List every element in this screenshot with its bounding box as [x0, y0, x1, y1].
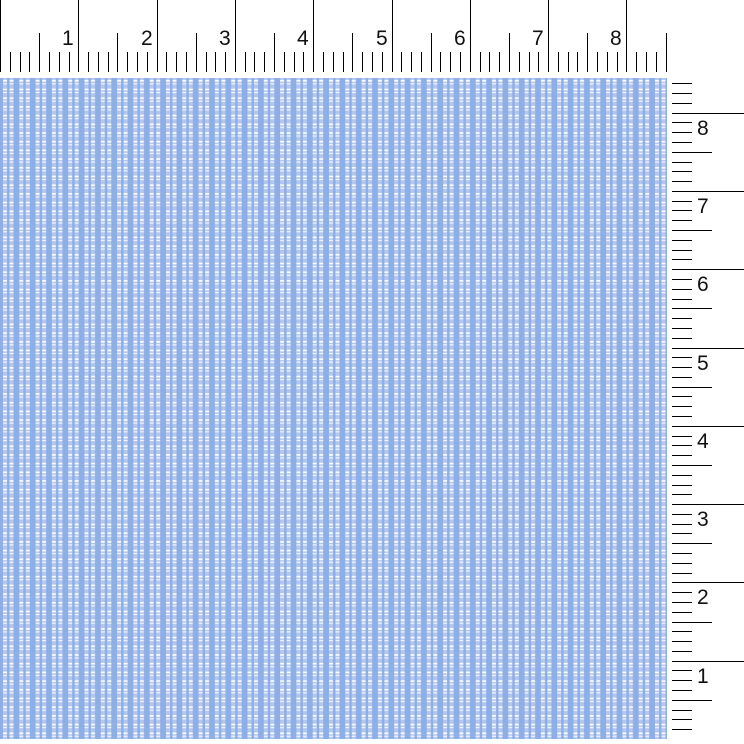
right-ruler-label: 3 — [697, 508, 709, 531]
fabric-fill — [0, 78, 667, 739]
right-ruler-label: 5 — [697, 352, 709, 375]
right-ruler: 1 2 3 4 5 6 7 8 — [667, 74, 744, 739]
top-ruler: 1 2 3 4 5 6 7 8 — [0, 0, 672, 74]
top-ruler-label: 4 — [297, 27, 309, 50]
top-ruler-label: 7 — [532, 27, 544, 50]
top-ruler-label: 1 — [62, 27, 74, 50]
right-ruler-label: 7 — [697, 195, 709, 218]
top-ruler-label: 5 — [376, 27, 388, 50]
right-ruler-label: 2 — [697, 586, 709, 609]
right-ruler-label: 8 — [697, 117, 709, 140]
fabric-swatch — [0, 78, 667, 739]
right-ruler-label: 1 — [697, 665, 709, 688]
top-ruler-label: 3 — [219, 27, 231, 50]
top-ruler-label: 6 — [454, 27, 466, 50]
top-ruler-label: 8 — [610, 27, 622, 50]
right-ruler-label: 4 — [697, 430, 709, 453]
right-ruler-label: 6 — [697, 273, 709, 296]
top-ruler-label: 2 — [141, 27, 153, 50]
